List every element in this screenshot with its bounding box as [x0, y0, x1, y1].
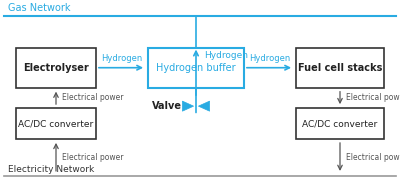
Text: Hydrogen: Hydrogen: [101, 54, 143, 63]
Text: Electrical power: Electrical power: [62, 93, 124, 102]
Text: Electrolyser: Electrolyser: [23, 63, 89, 73]
Text: Hydrogen buffer: Hydrogen buffer: [156, 63, 236, 73]
Text: Hydrogen: Hydrogen: [204, 51, 248, 60]
Text: Gas Network: Gas Network: [8, 3, 70, 13]
Text: AC/DC converter: AC/DC converter: [302, 119, 378, 128]
Polygon shape: [182, 101, 194, 111]
Polygon shape: [198, 101, 210, 111]
FancyBboxPatch shape: [296, 108, 384, 139]
Text: Hydrogen: Hydrogen: [249, 54, 291, 63]
Text: Valve: Valve: [152, 101, 182, 111]
Text: Electrical power: Electrical power: [346, 153, 400, 162]
Text: AC/DC converter: AC/DC converter: [18, 119, 94, 128]
Text: Electrical power: Electrical power: [346, 93, 400, 102]
Text: Electricity Network: Electricity Network: [8, 165, 94, 174]
FancyBboxPatch shape: [296, 48, 384, 88]
FancyBboxPatch shape: [148, 48, 244, 88]
FancyBboxPatch shape: [16, 48, 96, 88]
Text: Electrical power: Electrical power: [62, 153, 124, 162]
Text: Fuel cell stacks: Fuel cell stacks: [298, 63, 382, 73]
FancyBboxPatch shape: [16, 108, 96, 139]
